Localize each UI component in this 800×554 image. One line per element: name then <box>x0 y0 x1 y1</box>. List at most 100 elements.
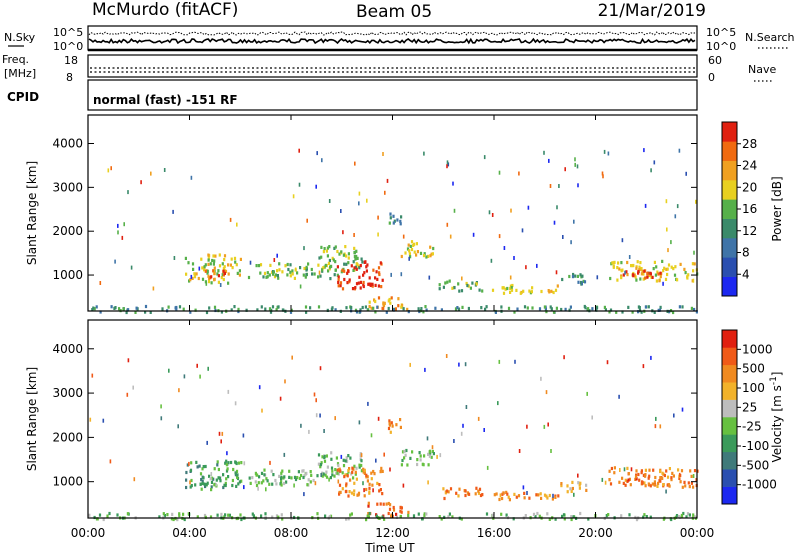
y-tick-label: 3000 <box>52 386 83 400</box>
nsearch-tick-bottom: 10^0 <box>706 40 736 53</box>
echo-cell <box>658 308 662 312</box>
echo-cell <box>693 250 695 255</box>
echo-cell <box>410 240 414 244</box>
echo-cell <box>610 466 613 471</box>
echo-cell <box>566 490 569 494</box>
echo-cell <box>218 431 221 436</box>
echo-cell <box>422 463 425 467</box>
echo-cell <box>678 305 681 309</box>
echo-cell <box>110 305 113 309</box>
echo-cell <box>321 158 323 163</box>
echo-cell <box>452 181 454 186</box>
echo-cell <box>622 481 625 485</box>
echo-cell <box>268 273 271 277</box>
x-tick-label: 12:00 <box>375 526 410 540</box>
echo-cell <box>686 276 689 280</box>
echo-cell <box>240 479 243 483</box>
echo-cell <box>134 310 137 314</box>
echo-cell <box>410 247 414 252</box>
echo-cell <box>199 482 202 486</box>
echo-cell <box>376 502 379 506</box>
echo-cell <box>422 310 425 314</box>
echo-cell <box>524 514 527 518</box>
echo-cell <box>684 484 687 488</box>
echo-cell <box>313 392 316 397</box>
echo-cell <box>198 464 201 468</box>
echo-cell <box>561 514 564 518</box>
echo-cell <box>358 191 361 196</box>
echo-cell <box>321 455 324 459</box>
echo-cell <box>402 483 405 488</box>
echo-cell <box>387 306 390 311</box>
echo-cell <box>286 273 289 277</box>
echo-cell <box>236 222 238 227</box>
echo-cell <box>545 494 548 498</box>
echo-cell <box>640 469 643 473</box>
echo-cell <box>379 488 382 492</box>
echo-cell <box>353 489 356 493</box>
colorbar-tick-label: 20 <box>742 180 757 194</box>
colorbar-swatch <box>722 199 737 219</box>
echo-cell <box>305 310 308 314</box>
echo-cell <box>363 494 366 498</box>
echo-cell <box>431 449 434 454</box>
echo-cell <box>285 480 288 484</box>
echo-cell <box>566 484 569 488</box>
echo-cell <box>560 307 563 312</box>
echo-cell <box>319 366 322 371</box>
colorbar-tick-label: -500 <box>742 458 769 472</box>
echo-cell <box>402 234 405 239</box>
echo-cell <box>551 497 554 501</box>
echo-cell <box>377 215 379 220</box>
echo-cell <box>328 267 331 271</box>
echo-cell <box>222 277 225 282</box>
echo-cell <box>260 481 263 485</box>
echo-cell <box>364 305 367 309</box>
echo-cell <box>552 290 555 295</box>
colorbar-swatch <box>722 122 737 142</box>
echo-cell <box>563 355 565 360</box>
echo-cell <box>507 495 510 499</box>
colorbar-swatch <box>722 486 737 505</box>
echo-cell <box>171 512 174 516</box>
echo-cell <box>574 274 577 278</box>
echo-cell <box>443 496 446 501</box>
echo-cell <box>234 401 237 406</box>
colorbar-swatch <box>722 417 737 435</box>
echo-cell <box>183 374 186 379</box>
echo-cell <box>205 483 208 487</box>
echo-cell <box>365 487 368 492</box>
echo-cell <box>289 274 292 278</box>
echo-cell <box>558 184 560 188</box>
echo-cell <box>678 472 681 477</box>
echo-cell <box>621 310 624 314</box>
echo-cell <box>280 471 283 475</box>
echo-cell <box>352 268 355 272</box>
colorbar-swatch <box>722 382 737 400</box>
echo-cell <box>299 284 302 289</box>
echo-cell <box>454 307 458 311</box>
echo-cell <box>670 478 673 482</box>
y-tick-label: 3000 <box>52 180 83 194</box>
echo-cell <box>652 267 655 271</box>
echo-cell <box>670 240 672 245</box>
echo-cell <box>200 487 203 491</box>
echo-cell <box>505 513 508 517</box>
echo-cell <box>550 307 553 311</box>
echo-cell <box>290 308 293 312</box>
echo-cell <box>374 310 377 314</box>
echo-cell <box>681 305 684 309</box>
echo-cell <box>335 471 338 475</box>
echo-cell <box>358 266 361 270</box>
echo-cell <box>401 458 404 463</box>
echo-cell <box>163 168 166 172</box>
echo-cell <box>576 164 579 169</box>
echo-cell <box>210 476 214 480</box>
echo-cell <box>325 249 328 253</box>
echo-cell <box>457 307 461 311</box>
echo-cell <box>409 255 412 259</box>
echo-cell <box>424 305 427 309</box>
station-title: McMurdo (fitACF) <box>92 0 238 20</box>
echo-cell <box>371 483 374 487</box>
